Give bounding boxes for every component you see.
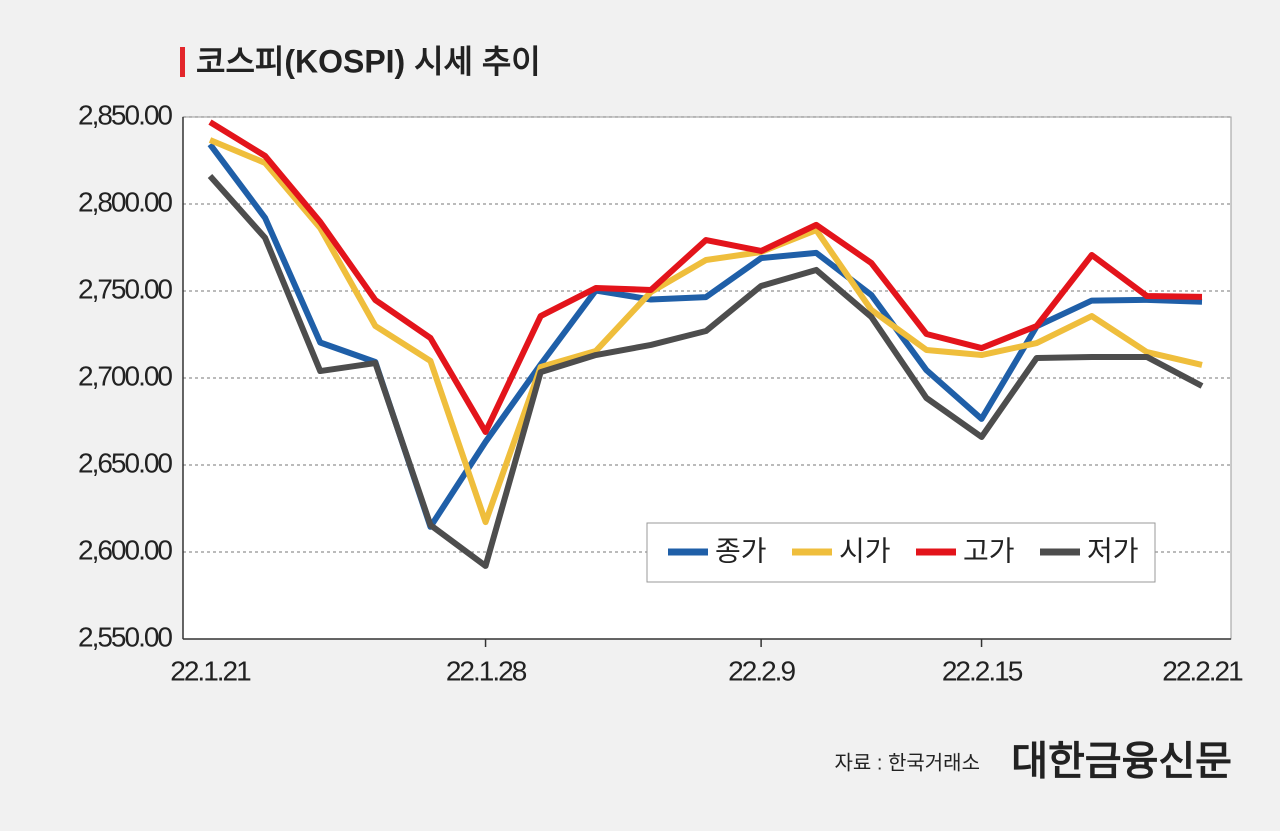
y-tick-label: 2,550.00 xyxy=(78,621,172,652)
legend-label: 종가 xyxy=(715,535,767,566)
y-tick-label: 2,800.00 xyxy=(78,186,172,217)
y-tick-label: 2,700.00 xyxy=(78,360,172,391)
chart-title: 코스피(KOSPI) 시세 추이 xyxy=(196,43,541,79)
line-series xyxy=(208,119,1203,435)
legend-label: 고가 xyxy=(963,535,1015,566)
x-tick-label: 22.1.21 xyxy=(170,655,251,686)
legend-label: 저가 xyxy=(1087,535,1139,566)
y-tick-label: 2,650.00 xyxy=(78,447,172,478)
line-series xyxy=(207,173,1204,569)
x-tick-label: 22.2.9 xyxy=(728,655,795,686)
y-tick-label: 2,750.00 xyxy=(78,273,172,304)
title-marker xyxy=(180,47,185,77)
y-tick-label: 2,600.00 xyxy=(78,534,172,565)
line-series xyxy=(208,137,1203,526)
x-tick-label: 22.1.28 xyxy=(446,655,527,686)
publisher-logo: 대한금융신문 xyxy=(1011,740,1232,784)
y-tick-label: 2,850.00 xyxy=(78,99,172,130)
x-tick-label: 22.2.21 xyxy=(1162,655,1243,686)
source: 자료 : 한국거래소 xyxy=(835,751,980,774)
legend-label: 시가 xyxy=(839,535,891,566)
x-tick-label: 22.2.15 xyxy=(942,655,1023,686)
